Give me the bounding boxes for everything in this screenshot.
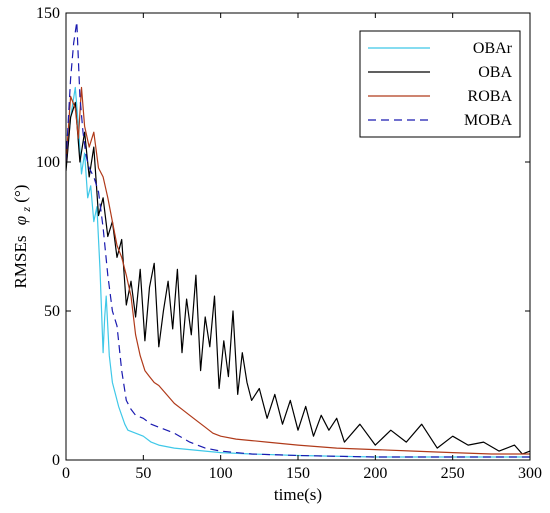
series-layer bbox=[66, 21, 530, 458]
y-tick-label: 150 bbox=[36, 5, 60, 22]
legend: OBAr OBA ROBA MOBA bbox=[359, 30, 521, 138]
series-line-oba bbox=[66, 101, 530, 455]
x-axis-label: time(s) bbox=[274, 485, 322, 504]
y-axis-label-symbol: φ bbox=[11, 216, 30, 225]
x-tick-label: 0 bbox=[62, 465, 70, 482]
y-axis-label-main: RMSEs bbox=[11, 236, 30, 289]
series-line-roba bbox=[66, 86, 530, 455]
y-axis-label-sub: z bbox=[19, 207, 33, 213]
legend-label-obar: OBAr bbox=[473, 40, 513, 57]
x-tick-label: 250 bbox=[441, 465, 465, 482]
legend-label-roba: ROBA bbox=[468, 88, 513, 105]
series-line-obar bbox=[66, 86, 530, 458]
x-tick-label: 300 bbox=[518, 465, 542, 482]
ticks-layer: 0 50 100 150 200 250 300 0 50 100 150 bbox=[36, 5, 542, 482]
x-tick-label: 100 bbox=[209, 465, 233, 482]
y-axis-label-unit: (°) bbox=[11, 185, 30, 203]
legend-box bbox=[359, 30, 521, 138]
x-tick-label: 50 bbox=[135, 465, 151, 482]
y-tick-label: 0 bbox=[52, 452, 60, 469]
legend-label-moba: MOBA bbox=[464, 112, 512, 129]
x-tick-label: 200 bbox=[363, 465, 387, 482]
x-tick-label: 150 bbox=[286, 465, 310, 482]
y-tick-label: 50 bbox=[44, 303, 60, 320]
y-tick-label: 100 bbox=[36, 154, 60, 171]
y-axis-label: RMSEs φ z (°) bbox=[11, 185, 34, 289]
series-line-moba bbox=[66, 21, 530, 458]
legend-label-oba: OBA bbox=[478, 64, 512, 81]
